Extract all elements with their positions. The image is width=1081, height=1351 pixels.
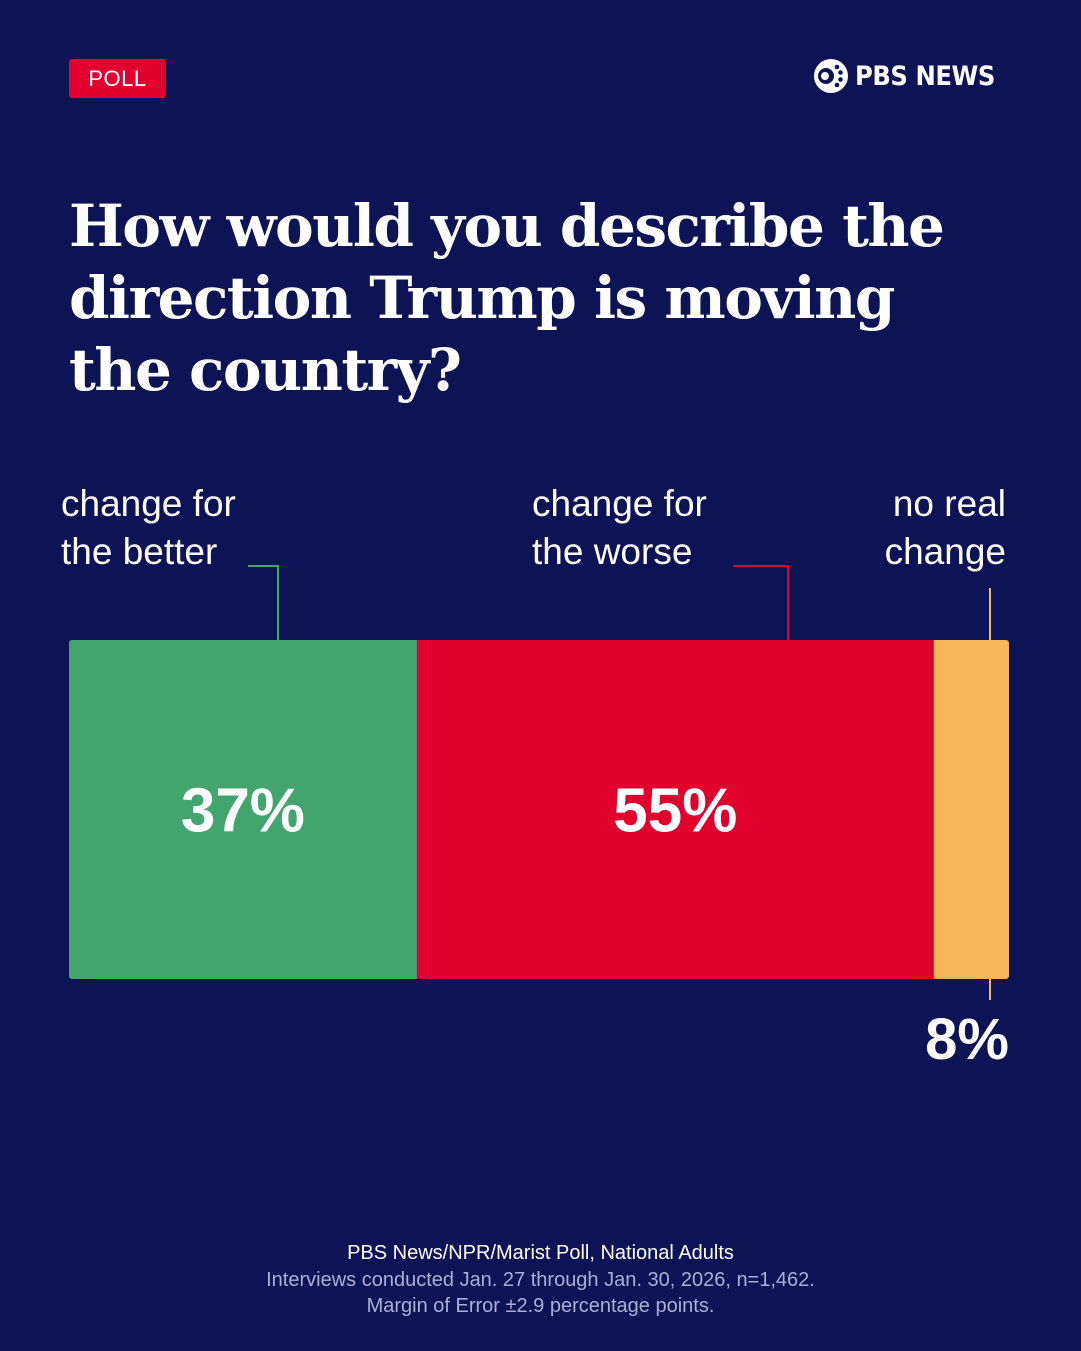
category-label-no-change: no real change [884,483,1006,572]
pbs-head-logo-icon [813,59,848,93]
value-label-no-change: 8% [925,1007,1009,1072]
bar-segment-no-change [933,640,1009,979]
value-label-better: 37% [181,777,305,846]
bar-segment-worse [416,640,935,979]
interviews-note: Interviews conducted Jan. 27 through Jan… [266,1268,815,1291]
connector-line-worse [733,565,789,640]
bar-segment-better [69,640,418,979]
brand-name: PBS NEWS [854,60,995,92]
margin-of-error-note: Margin of Error ±2.9 percentage points. [366,1295,715,1317]
connector-line-better [248,565,279,640]
pbs-news-logo: PBS NEWS [813,58,1010,94]
category-label-better: change for the better [61,483,236,572]
category-label-worse: change for the worse [532,483,707,572]
chart-title: How would you describe the direction Tru… [69,192,945,404]
chart-footer: PBS News/NPR/Marist Poll, National Adult… [0,1240,1081,1320]
value-label-worse: 55% [613,777,737,846]
poll-badge: POLL [69,59,166,98]
source-note: PBS News/NPR/Marist Poll, National Adult… [347,1242,734,1264]
